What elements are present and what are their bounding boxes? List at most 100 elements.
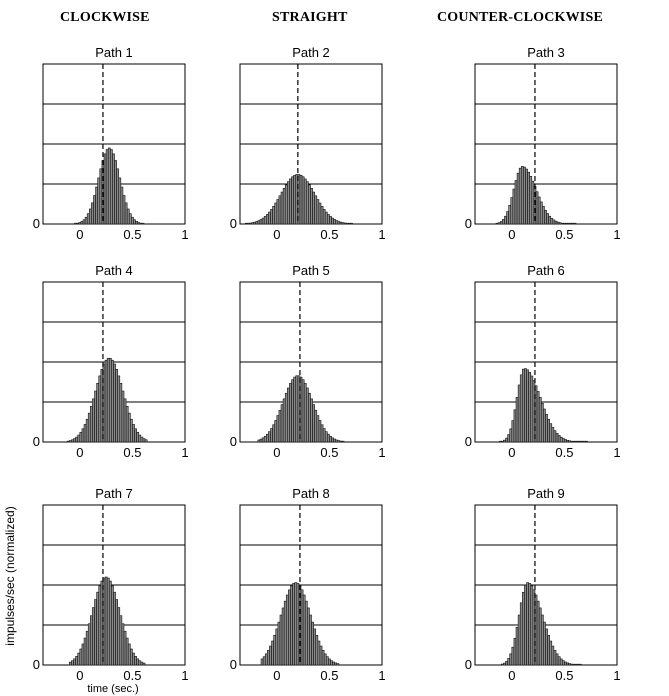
histogram-bar (273, 634, 277, 666)
histogram-bar (537, 196, 541, 225)
histogram-bar (136, 658, 140, 666)
histogram-bar (97, 177, 101, 225)
x-tick-label: 1 (181, 445, 188, 460)
histogram-bar (94, 599, 97, 666)
y-tick-label: 0 (465, 434, 472, 449)
histogram-bar (522, 591, 525, 666)
histogram-bar (127, 412, 131, 443)
histogram-bar (94, 390, 97, 443)
histogram-bar (105, 149, 109, 225)
panel-path-9: Path 9 0 0.5 1 0 (465, 486, 621, 683)
histogram-bar (508, 205, 512, 225)
histogram-bar (123, 630, 127, 666)
x-tick-label: 0.5 (320, 445, 338, 460)
histogram-bar (312, 191, 315, 225)
histogram-bar (545, 414, 548, 443)
histogram-bar (313, 628, 317, 666)
histogram-bar (528, 583, 532, 666)
x-tick-label: 1 (378, 227, 385, 242)
histogram-bar (263, 216, 267, 225)
x-tick-label: 0.5 (555, 445, 573, 460)
histogram-bar (314, 195, 318, 225)
x-tick-label: 0 (273, 227, 280, 242)
histogram-bar (570, 440, 574, 443)
histogram-bar (548, 215, 552, 225)
histogram-bar (528, 372, 532, 443)
histogram-bar (267, 650, 270, 666)
histogram-bar (568, 663, 572, 666)
x-tick-label: 1 (181, 668, 188, 683)
histogram-bar (106, 357, 110, 443)
histogram-bar (512, 188, 516, 225)
histogram-bar (513, 637, 517, 666)
histogram-bar (559, 658, 563, 666)
histogram-bar (507, 434, 511, 443)
histogram-bar (111, 359, 114, 443)
histogram-bar (506, 211, 509, 225)
histogram-bar (71, 660, 74, 666)
histogram-bar (322, 209, 326, 225)
histogram-bar (547, 634, 550, 666)
histogram-bar (260, 658, 264, 666)
histogram-bar (305, 387, 309, 443)
histogram-bar (538, 607, 542, 666)
histogram-bar (78, 222, 82, 225)
histogram-bar (319, 645, 323, 666)
histogram-bar (318, 202, 322, 225)
histogram-bar (564, 661, 567, 666)
histogram-bar (112, 153, 115, 225)
histogram-bar (251, 222, 254, 225)
histogram-bar (524, 368, 527, 443)
histogram-bar (282, 188, 286, 225)
histogram-bar (308, 184, 311, 225)
panel-path-1: Path 1 0 0.5 1 0 (33, 45, 189, 242)
histogram-bar (343, 222, 347, 225)
histogram-bar (265, 214, 269, 225)
histogram-bar (543, 621, 546, 666)
histogram-bar (288, 589, 291, 666)
histogram-bar (530, 375, 534, 443)
histogram-bar (320, 424, 324, 443)
histogram-bar (287, 387, 290, 443)
histogram-bar (330, 660, 333, 666)
histogram-bar (289, 178, 292, 225)
histogram-bar (331, 437, 334, 443)
histogram-bars (257, 375, 345, 443)
histogram-bar (526, 369, 529, 443)
histogram-bar (274, 202, 278, 225)
histogram-bar (120, 186, 124, 225)
histogram-bar (557, 435, 561, 443)
histogram-bar (139, 222, 143, 225)
histogram-bar (91, 202, 94, 225)
histogram-bar (280, 404, 284, 443)
histogram-bar (93, 195, 96, 225)
histogram-bar (68, 661, 72, 666)
histogram-bar (289, 383, 292, 443)
histogram-bar (307, 607, 310, 666)
histogram-bar (247, 222, 250, 225)
histogram-bar (142, 438, 146, 443)
histogram-bar (335, 220, 339, 225)
histogram-bar (99, 168, 103, 225)
histogram-bar (292, 583, 295, 666)
histogram-bar (498, 440, 502, 443)
histogram-bar (79, 648, 83, 666)
histogram-bar (574, 663, 578, 666)
histogram-bar (556, 221, 560, 225)
histogram-bar (576, 663, 580, 666)
histogram-bar (117, 607, 121, 666)
histogram-bar (291, 176, 294, 225)
histogram-bar (125, 405, 129, 443)
histogram-bar (308, 392, 311, 443)
x-tick-label: 0 (508, 668, 515, 683)
histogram-bar (554, 220, 558, 225)
histogram-bar (526, 582, 529, 666)
histogram-bar (83, 424, 87, 443)
histogram-bar (121, 623, 125, 666)
histogram-bars (500, 582, 582, 666)
histogram-bar (85, 630, 89, 666)
histogram-bar (75, 656, 79, 666)
histogram-bar (523, 166, 526, 225)
x-tick-label: 0 (273, 445, 280, 460)
